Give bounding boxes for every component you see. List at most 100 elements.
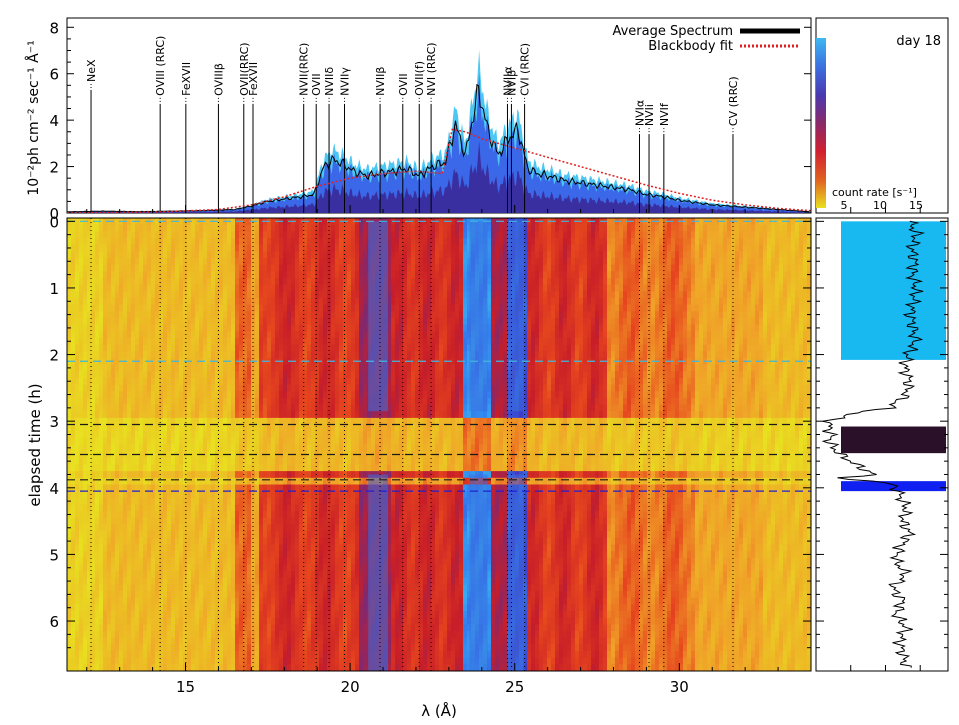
heatmap-cell bbox=[247, 397, 252, 406]
heatmap-cell bbox=[107, 657, 112, 665]
heatmap-cell bbox=[299, 417, 304, 426]
heatmap-cell bbox=[75, 371, 80, 379]
heatmap-cell bbox=[155, 357, 160, 366]
heatmap-cell bbox=[159, 471, 164, 479]
heatmap-cell bbox=[343, 471, 348, 479]
heatmap-cell bbox=[203, 524, 208, 532]
heatmap-cell bbox=[283, 504, 288, 512]
heatmap-cell bbox=[239, 271, 244, 279]
heatmap-cell bbox=[143, 384, 148, 392]
heatmap-cell bbox=[151, 624, 156, 632]
heatmap-cell bbox=[331, 517, 336, 526]
heatmap-cell bbox=[279, 584, 284, 592]
heatmap-cell bbox=[99, 611, 104, 619]
heatmap-cell bbox=[247, 231, 252, 239]
heatmap-cell bbox=[95, 471, 100, 479]
heatmap-cell bbox=[339, 644, 344, 652]
heatmap-cell bbox=[127, 537, 132, 546]
heatmap-cell bbox=[303, 491, 308, 499]
heatmap-cell bbox=[255, 284, 260, 292]
heatmap-cell bbox=[119, 431, 124, 439]
heatmap-cell bbox=[71, 611, 76, 619]
heatmap-cell bbox=[107, 238, 112, 246]
heatmap-cell bbox=[151, 224, 156, 232]
heatmap-cell bbox=[167, 391, 172, 399]
heatmap-cell bbox=[211, 511, 216, 519]
heatmap-cell bbox=[143, 377, 148, 386]
heatmap-cell bbox=[95, 258, 100, 266]
heatmap-cell bbox=[235, 551, 240, 559]
heatmap-cell bbox=[219, 524, 224, 532]
heatmap-cell bbox=[215, 304, 220, 312]
heatmap-cell bbox=[351, 524, 356, 532]
heatmap-cell bbox=[203, 477, 208, 486]
heatmap-cell bbox=[283, 384, 288, 392]
heatmap-cell bbox=[167, 444, 172, 452]
heatmap-cell bbox=[319, 664, 324, 671]
heatmap-cell bbox=[247, 344, 252, 352]
heatmap-cell bbox=[107, 271, 112, 279]
heatmap-cell bbox=[219, 238, 224, 246]
heatmap-cell bbox=[243, 571, 248, 579]
heatmap-cell bbox=[279, 437, 284, 446]
heatmap-cell bbox=[103, 238, 108, 246]
heatmap-cell bbox=[311, 351, 316, 359]
heatmap-cell bbox=[267, 404, 272, 412]
heatmap-cell bbox=[207, 504, 212, 512]
heatmap-cell bbox=[151, 251, 156, 259]
heatmap-cell bbox=[279, 397, 284, 406]
heatmap-cell bbox=[135, 644, 140, 652]
heatmap-cell bbox=[335, 551, 340, 559]
heatmap-cell bbox=[251, 278, 256, 286]
heatmap-cell bbox=[159, 337, 164, 346]
heatmap-cell bbox=[75, 637, 80, 645]
heatmap-cell bbox=[335, 344, 340, 352]
heatmap-cell bbox=[267, 444, 272, 452]
heatmap-cell bbox=[235, 511, 240, 519]
heatmap-cell bbox=[115, 611, 120, 619]
heatmap-cell bbox=[275, 437, 280, 446]
heatmap-cell bbox=[179, 304, 184, 312]
heatmap-cell bbox=[115, 297, 120, 306]
heatmap-cell bbox=[219, 611, 224, 619]
heatmap-cell bbox=[271, 278, 276, 286]
heatmap-cell bbox=[191, 624, 196, 632]
heatmap-cell bbox=[255, 604, 260, 612]
heatmap-cell bbox=[235, 278, 240, 286]
heatmap-cell bbox=[251, 344, 256, 352]
heatmap-cell bbox=[67, 411, 72, 419]
heatmap-cell bbox=[275, 471, 280, 479]
heatmap-cell bbox=[139, 631, 144, 639]
heatmap-cell bbox=[155, 611, 160, 619]
heatmap-cell bbox=[207, 384, 212, 392]
heatmap-cell bbox=[171, 244, 176, 252]
heatmap-cell bbox=[235, 517, 240, 526]
heatmap-cell bbox=[295, 577, 300, 585]
heatmap-cell bbox=[211, 337, 216, 346]
heatmap-cell bbox=[223, 331, 228, 339]
heatmap-cell bbox=[175, 231, 180, 239]
heatmap-cell bbox=[95, 631, 100, 639]
heatmap-cell bbox=[227, 577, 232, 585]
heatmap-cell bbox=[223, 364, 228, 372]
heatmap-cell bbox=[351, 544, 356, 552]
heatmap-cell bbox=[175, 417, 180, 426]
heatmap-cell bbox=[303, 584, 308, 592]
heatmap-cell bbox=[295, 278, 300, 286]
heatmap-cell bbox=[279, 258, 284, 266]
heatmap-cell bbox=[167, 244, 172, 252]
heatmap-cell bbox=[283, 457, 288, 466]
heatmap-cell bbox=[215, 564, 220, 572]
heatmap-cell bbox=[299, 577, 304, 585]
heatmap-cell bbox=[247, 464, 252, 472]
heatmap-cell bbox=[67, 504, 72, 512]
heatmap-cell bbox=[247, 511, 252, 519]
heatmap-cell bbox=[167, 531, 172, 539]
heatmap-cell bbox=[183, 264, 188, 272]
heatmap-cell bbox=[107, 504, 112, 512]
heatmap-cell bbox=[351, 284, 356, 292]
heatmap-cell bbox=[323, 584, 328, 592]
heatmap-cell bbox=[299, 431, 304, 439]
heatmap-cell bbox=[247, 531, 252, 539]
heatmap-cell bbox=[127, 411, 132, 419]
